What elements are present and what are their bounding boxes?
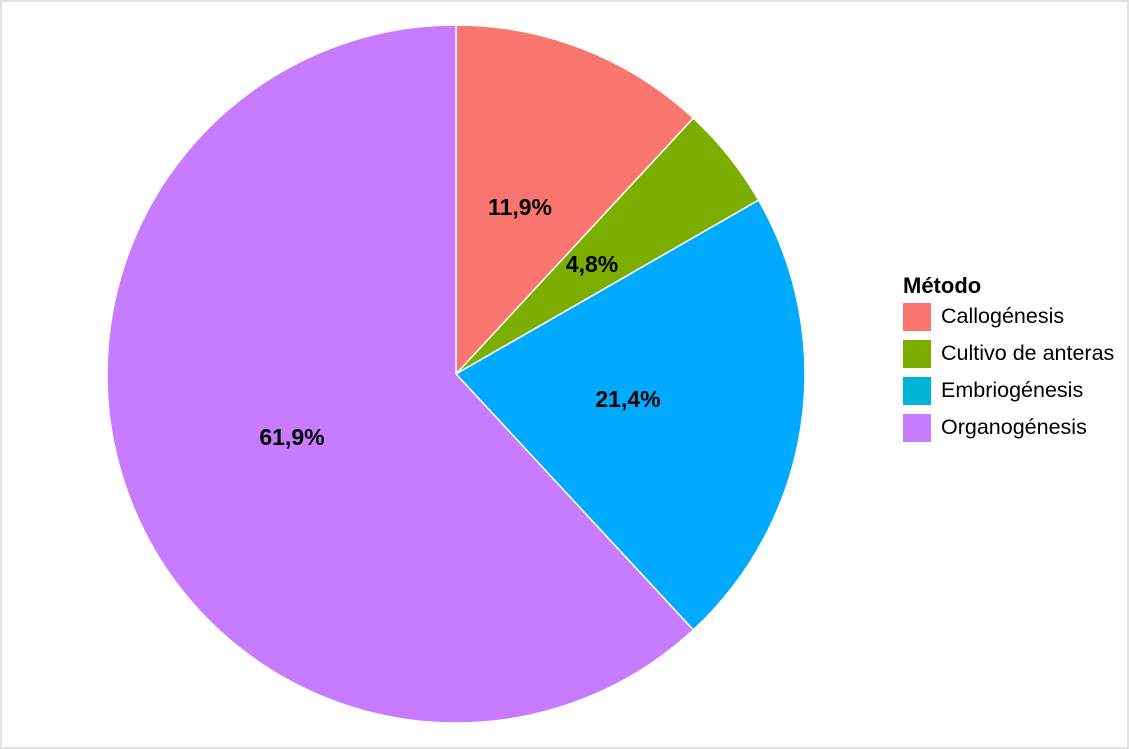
svg-text:61,9%: 61,9% (259, 424, 324, 450)
svg-text:21,4%: 21,4% (595, 386, 660, 412)
svg-text:11,9%: 11,9% (488, 194, 552, 220)
svg-text:4,8%: 4,8% (566, 251, 618, 277)
